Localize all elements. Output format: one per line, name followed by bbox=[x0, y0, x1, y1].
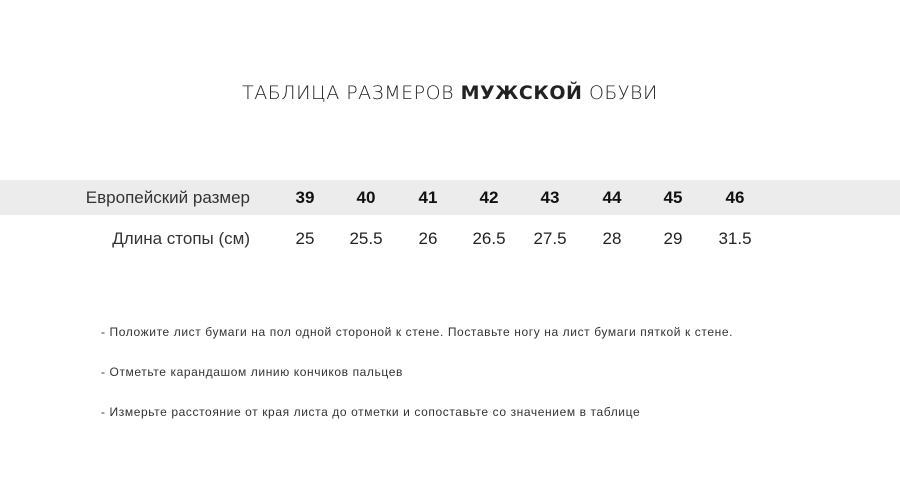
table-cell: 45 bbox=[663, 188, 683, 207]
table-cell: 27.5 bbox=[533, 229, 567, 248]
table-header-band bbox=[0, 180, 900, 215]
table-cell: 43 bbox=[540, 188, 560, 207]
table-row-lengths: Длина стопы (см) 25 25.5 26 26.5 27.5 28 29 31.… bbox=[0, 221, 900, 256]
title-suffix: ОБУВИ bbox=[582, 82, 658, 104]
table-cell: 31.5 bbox=[718, 229, 752, 248]
table-cell: 25.5 bbox=[349, 229, 383, 248]
note-item: - Положите лист бумаги на пол одной стор… bbox=[101, 325, 734, 339]
page-title: ТАБЛИЦА РАЗМЕРОВ МУЖСКОЙ ОБУВИ bbox=[0, 82, 900, 104]
table-cell: 44 bbox=[602, 188, 622, 207]
table-cell: 42 bbox=[479, 188, 499, 207]
table-row-sizes: Европейский размер 39 40 41 42 43 44 45 46 bbox=[0, 180, 900, 215]
table-cell: 41 bbox=[418, 188, 438, 207]
row-header: Длина стопы (см) bbox=[112, 229, 250, 248]
title-bold: МУЖСКОЙ bbox=[460, 82, 583, 104]
note-item: - Измерьте расстояние от края листа до о… bbox=[101, 405, 641, 419]
table-cell: 29 bbox=[663, 229, 683, 248]
table-cell: 26.5 bbox=[472, 229, 506, 248]
table-cell: 46 bbox=[725, 188, 745, 207]
table-cell: 28 bbox=[602, 229, 622, 248]
table-cell: 25 bbox=[295, 229, 315, 248]
title-prefix: ТАБЛИЦА РАЗМЕРОВ bbox=[242, 82, 461, 104]
row-header: Европейский размер bbox=[85, 188, 250, 207]
table-cell: 26 bbox=[418, 229, 438, 248]
table-cell: 40 bbox=[356, 188, 376, 207]
table-cell: 39 bbox=[295, 188, 315, 207]
note-item: - Отметьте карандашом линию кончиков пал… bbox=[101, 365, 403, 379]
